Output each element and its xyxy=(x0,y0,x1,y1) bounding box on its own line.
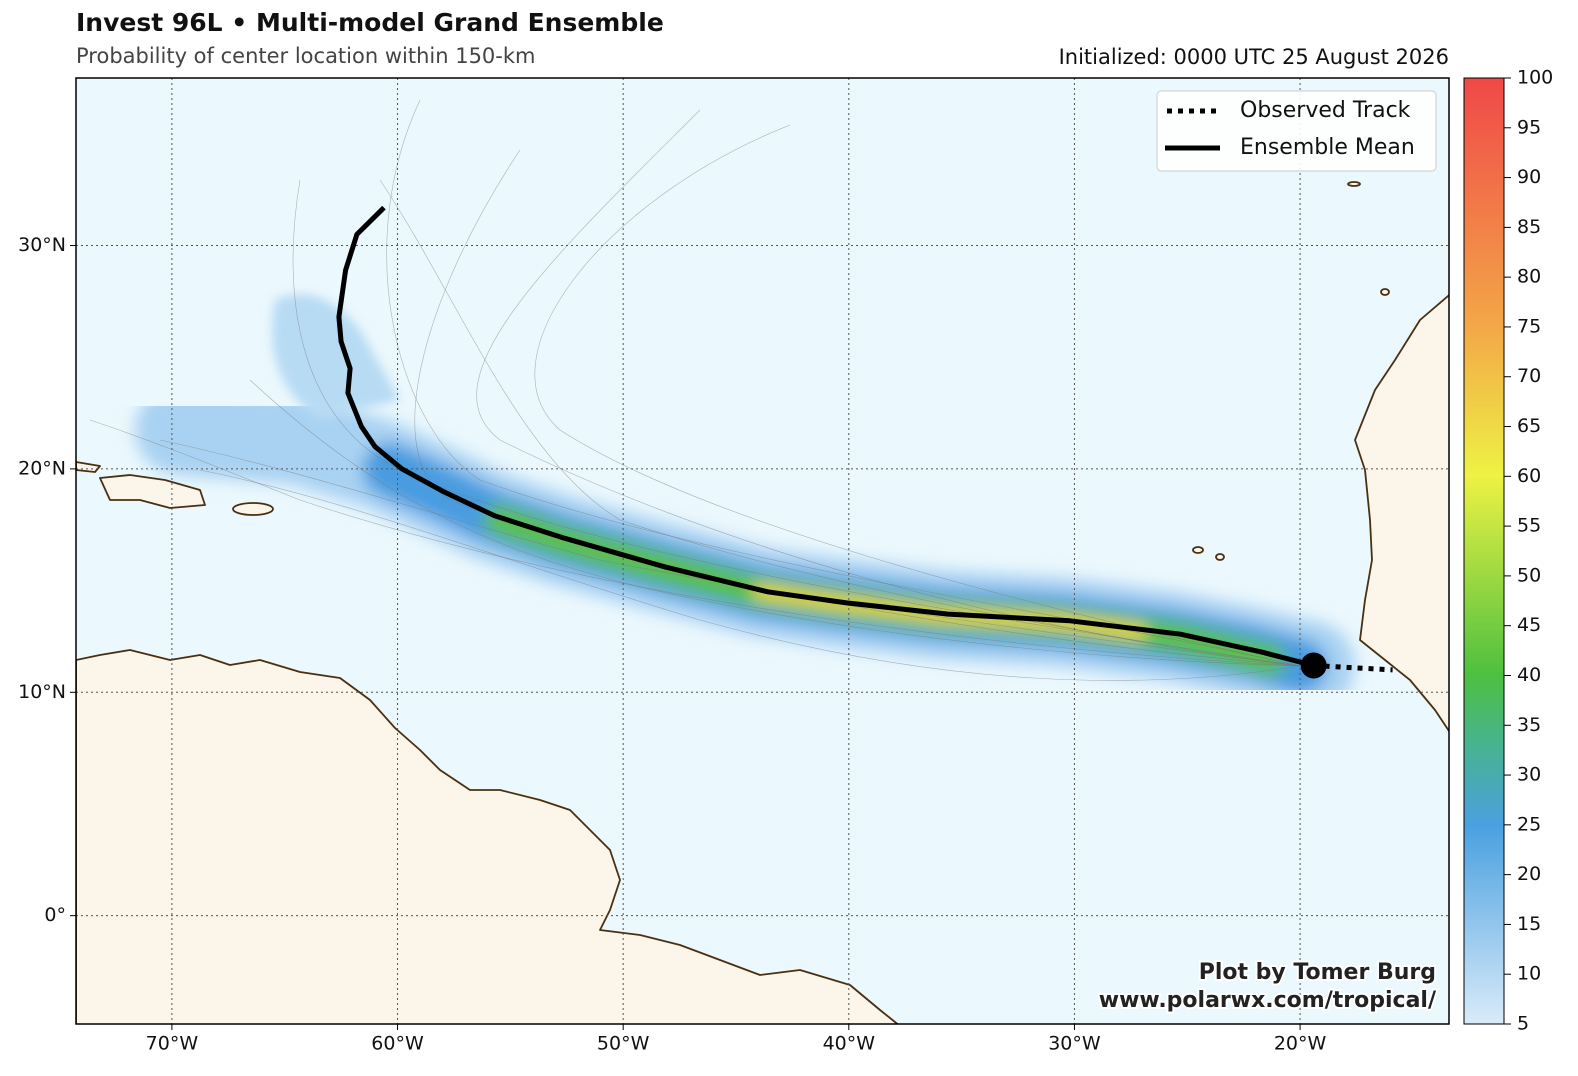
axis-labels: 70°W 60°W 50°W 40°W 30°W 20°W 0° 10°N 20°N 30°N xyxy=(18,234,1326,1054)
colorbar-tick-label: 45 xyxy=(1517,614,1541,636)
credit: Plot by Tomer Burg xyxy=(1199,960,1436,985)
tracks xyxy=(336,205,1393,679)
map-area xyxy=(76,78,1449,1024)
puerto-rico xyxy=(232,502,274,516)
init-time: Initialized: 0000 UTC 25 August 2026 xyxy=(1059,45,1449,69)
swath-fringe xyxy=(272,294,400,420)
member-tracks xyxy=(89,99,1301,681)
colorbar-tick-label: 70 xyxy=(1517,365,1541,387)
colorbar-tick-label: 15 xyxy=(1517,913,1541,935)
colorbar-tick-label: 25 xyxy=(1517,813,1541,835)
colorbar-tick-label: 50 xyxy=(1517,564,1541,586)
colorbar-tick-label: 95 xyxy=(1517,116,1541,138)
colorbar-tick-label: 5 xyxy=(1517,1013,1529,1035)
lon-tick-label: 50°W xyxy=(597,1033,650,1055)
cuba xyxy=(76,461,101,473)
lat-tick-label: 20°N xyxy=(18,457,66,479)
colorbar-tick-label: 10 xyxy=(1517,963,1541,985)
madeira xyxy=(1347,181,1361,187)
canary xyxy=(1380,288,1390,296)
lon-tick-label: 60°W xyxy=(371,1033,424,1055)
south-america xyxy=(76,649,899,1024)
title: Invest 96L • Multi-model Grand Ensemble xyxy=(76,8,664,37)
colorbar-tick-label: 90 xyxy=(1517,166,1541,188)
colorbar-tick-label: 60 xyxy=(1517,465,1541,487)
lon-tick-label: 20°W xyxy=(1274,1033,1327,1055)
observed-track xyxy=(1313,663,1393,673)
hispaniola xyxy=(99,474,206,509)
colorbar-ticks: 5 10 15 20 25 30 35 40 45 50 55 60 65 70 75 80 85 90 95 100 xyxy=(1504,67,1553,1035)
current-position xyxy=(1300,652,1327,679)
colorbar-tick-label: 35 xyxy=(1517,714,1541,736)
legend-box xyxy=(1156,90,1437,172)
legend: Observed Track Ensemble Mean xyxy=(1156,90,1437,172)
lat-tick-label: 10°N xyxy=(18,681,66,703)
map-frame xyxy=(75,77,1450,1025)
africa xyxy=(1354,293,1449,733)
cape-verde xyxy=(1215,553,1225,561)
lon-tick-label: 70°W xyxy=(146,1033,199,1055)
colorbar-tick-label: 80 xyxy=(1517,266,1541,288)
colorbar-tick-label: 55 xyxy=(1517,515,1541,537)
colorbar-tick-label: 30 xyxy=(1517,764,1541,786)
colorbar-tick-label: 75 xyxy=(1517,315,1541,337)
ensemble-mean xyxy=(336,205,1315,668)
legend-label: Observed Track xyxy=(1240,98,1411,123)
gridlines xyxy=(76,78,1449,1024)
colorbar-tick-label: 100 xyxy=(1517,67,1553,89)
legend-label: Ensemble Mean xyxy=(1240,135,1415,160)
colorbar-tick-label: 40 xyxy=(1517,664,1541,686)
colorbar-tick-label: 85 xyxy=(1517,216,1541,238)
subtitle: Probability of center location within 15… xyxy=(76,44,536,68)
colorbar xyxy=(1463,77,1505,1025)
cape-verde xyxy=(1192,546,1204,554)
lon-tick-label: 30°W xyxy=(1048,1033,1101,1055)
colorbar-tick-label: 20 xyxy=(1517,863,1541,885)
colorbar-tick-label: 65 xyxy=(1517,415,1541,437)
credit: www.polarwx.com/tropical/ xyxy=(1099,988,1437,1013)
lat-tick-label: 30°N xyxy=(18,234,66,256)
lon-tick-label: 40°W xyxy=(823,1033,876,1055)
lat-tick-label: 0° xyxy=(44,904,66,926)
